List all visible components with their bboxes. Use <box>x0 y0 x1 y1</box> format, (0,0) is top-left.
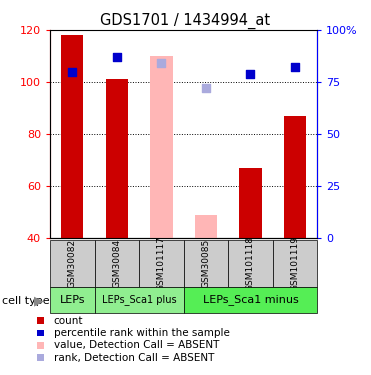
Text: LEPs_Sca1 plus: LEPs_Sca1 plus <box>102 294 177 306</box>
Text: percentile rank within the sample: percentile rank within the sample <box>54 328 230 338</box>
Bar <box>228 240 273 287</box>
Bar <box>284 116 306 238</box>
Point <box>292 64 298 70</box>
Text: GSM101118: GSM101118 <box>246 236 255 291</box>
Text: LEPs: LEPs <box>60 295 85 305</box>
Bar <box>184 240 228 287</box>
Bar <box>239 168 262 238</box>
Bar <box>273 240 317 287</box>
Bar <box>95 287 184 313</box>
Text: GSM30085: GSM30085 <box>201 239 210 288</box>
Point <box>158 60 164 66</box>
Text: GSM101119: GSM101119 <box>290 236 299 291</box>
Text: cell type: cell type <box>2 296 49 306</box>
Point <box>247 71 253 77</box>
Text: value, Detection Call = ABSENT: value, Detection Call = ABSENT <box>54 340 219 350</box>
Bar <box>61 35 83 238</box>
Bar <box>95 240 139 287</box>
Text: GSM30084: GSM30084 <box>112 239 121 288</box>
Bar <box>50 287 95 313</box>
Point <box>203 85 209 91</box>
Text: GSM30082: GSM30082 <box>68 239 77 288</box>
Text: GDS1701 / 1434994_at: GDS1701 / 1434994_at <box>101 13 270 29</box>
Text: count: count <box>54 316 83 326</box>
Bar <box>150 56 173 238</box>
Point <box>114 54 120 60</box>
Bar <box>195 215 217 238</box>
Bar <box>184 287 317 313</box>
Text: GSM101117: GSM101117 <box>157 236 166 291</box>
Bar <box>139 240 184 287</box>
Text: rank, Detection Call = ABSENT: rank, Detection Call = ABSENT <box>54 353 214 363</box>
Bar <box>106 80 128 238</box>
Text: ▶: ▶ <box>34 294 44 307</box>
Text: LEPs_Sca1 minus: LEPs_Sca1 minus <box>203 294 298 306</box>
Bar <box>50 240 95 287</box>
Point <box>69 69 75 75</box>
